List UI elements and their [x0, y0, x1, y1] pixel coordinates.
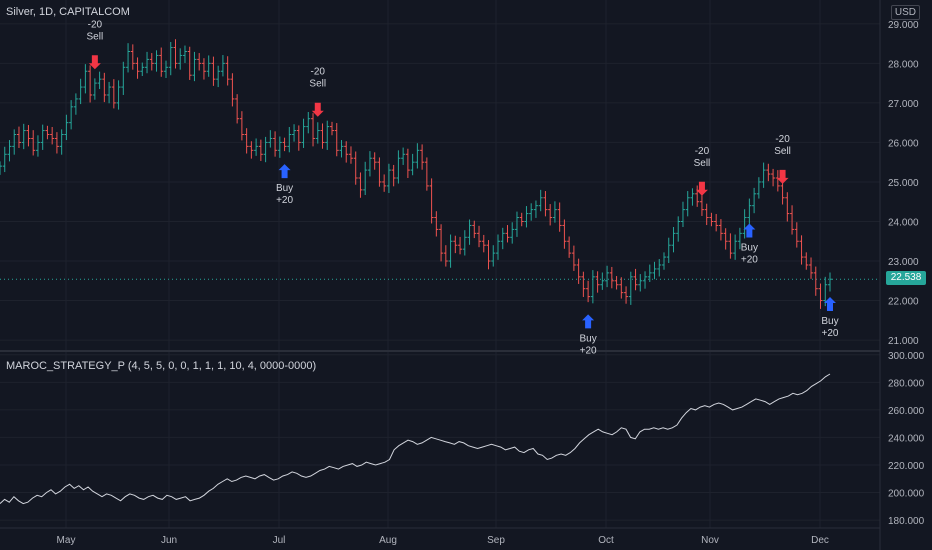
last-price-label: 22.538	[886, 271, 926, 285]
price-tick-label: 23.000	[888, 257, 919, 268]
indicator-tick-label: 240.000	[888, 433, 925, 444]
buy-arrow	[582, 314, 595, 329]
price-tick-label: 24.000	[888, 217, 919, 228]
buy-label: Buy	[276, 183, 293, 194]
buy-label: Buy	[821, 316, 838, 327]
sell-label: Sell	[87, 31, 104, 42]
price-tick-label: 27.000	[888, 99, 919, 110]
buy-label: Buy	[579, 333, 596, 344]
time-tick-label: Aug	[379, 535, 397, 546]
time-tick-label: May	[57, 535, 76, 546]
indicator-line	[0, 373, 831, 505]
price-bars	[0, 39, 832, 309]
sell-label: -20	[88, 19, 103, 30]
price-tick-label: 25.000	[888, 178, 919, 189]
price-tick-label: 21.000	[888, 336, 919, 347]
sell-label: -20	[775, 134, 790, 145]
buy-label: +20	[580, 345, 597, 356]
indicator-tick-label: 220.000	[888, 461, 925, 472]
trade-markers: -20SellBuy+20-20SellBuy+20-20SellBuy+20-…	[87, 19, 839, 356]
sell-label: -20	[695, 146, 710, 157]
currency-label[interactable]: USD	[890, 5, 920, 20]
time-tick-label: Jun	[161, 535, 177, 546]
price-tick-label: 28.000	[888, 59, 919, 70]
price-tick-label: 26.000	[888, 138, 919, 149]
price-tick-label: 22.000	[888, 297, 919, 308]
time-tick-label: Sep	[487, 535, 505, 546]
time-tick-label: Jul	[273, 535, 286, 546]
sell-label: Sell	[774, 146, 791, 157]
time-tick-label: Nov	[701, 535, 719, 546]
time-axis[interactable]: May Jun Jul Aug Sep Oct Nov Dec	[57, 535, 829, 546]
buy-arrow	[743, 223, 756, 238]
time-tick-label: Oct	[598, 535, 614, 546]
sell-label: Sell	[694, 158, 711, 169]
indicator-tick-label: 200.000	[888, 489, 925, 500]
time-tick-label: Dec	[811, 535, 829, 546]
indicator-tick-label: 280.000	[888, 378, 925, 389]
sell-arrow	[311, 102, 324, 117]
buy-label: +20	[822, 328, 839, 339]
indicator-tick-label: 180.000	[888, 516, 925, 527]
sell-label: -20	[311, 67, 326, 78]
indicator-title[interactable]: MAROC_STRATEGY_P (4, 5, 5, 0, 0, 1, 1, 1…	[6, 360, 317, 372]
sell-label: Sell	[309, 79, 326, 90]
symbol-title[interactable]: Silver, 1D, CAPITALCOM	[6, 6, 130, 18]
price-axis[interactable]: 21.000 22.000 23.000 24.000 25.000 26.000 27.0…	[888, 20, 919, 347]
buy-arrow	[824, 297, 836, 311]
sell-arrow	[776, 169, 789, 184]
indicator-axis[interactable]: 180.000 200.000 220.000 240.000 260.000 280.0…	[888, 351, 925, 527]
sell-arrow	[88, 55, 101, 70]
indicator-tick-label: 300.000	[888, 351, 925, 362]
buy-label: +20	[741, 254, 758, 265]
price-tick-label: 29.000	[888, 20, 919, 31]
buy-arrow	[278, 164, 291, 179]
sell-arrow	[695, 181, 708, 196]
buy-label: +20	[276, 195, 293, 206]
indicator-tick-label: 260.000	[888, 406, 925, 417]
buy-label: Buy	[741, 242, 758, 253]
